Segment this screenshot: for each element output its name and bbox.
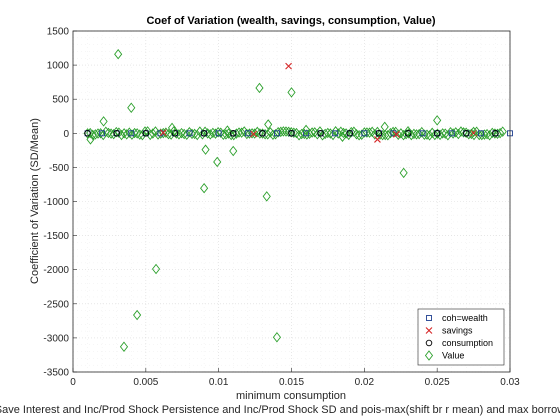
legend-label: savings (442, 326, 473, 336)
x-tick-label: 0.025 (425, 377, 450, 388)
chart-title: Coef of Variation (wealth, savings, cons… (146, 15, 435, 27)
x-tick-label: 0 (70, 377, 76, 388)
x-tick-label: 0.005 (133, 377, 158, 388)
y-tick-label: 500 (52, 95, 69, 106)
x-axis-label: minimum consumption (236, 390, 346, 402)
y-tick-label: -3500 (43, 368, 69, 379)
y-tick-label: -500 (49, 163, 69, 174)
x-tick-label: 0.015 (279, 377, 304, 388)
y-tick-label: 0 (63, 129, 69, 140)
y-tick-label: 1500 (47, 27, 70, 38)
bottom-caption: Save Interest and Inc/Prod Shock Persist… (0, 404, 560, 416)
y-tick-label: -2500 (43, 299, 69, 310)
x-tick-label: 0.01 (209, 377, 229, 388)
x-tick-label: 0.02 (355, 377, 375, 388)
x-tick-label: 0.03 (500, 377, 520, 388)
y-tick-label: -3000 (43, 333, 69, 344)
legend-label: coh=wealth (442, 313, 488, 323)
legend: coh=wealth savings consumption Value (418, 309, 504, 365)
y-tick-label: 1000 (47, 61, 70, 72)
y-axis-label: Coefficient of Variation (SD/Mean) (29, 118, 41, 284)
legend-label: consumption (442, 338, 493, 348)
y-tick-label: -1500 (43, 231, 69, 242)
y-tick-label: -2000 (43, 265, 69, 276)
legend-label: Value (442, 351, 464, 361)
y-tick-label: -1000 (43, 197, 69, 208)
